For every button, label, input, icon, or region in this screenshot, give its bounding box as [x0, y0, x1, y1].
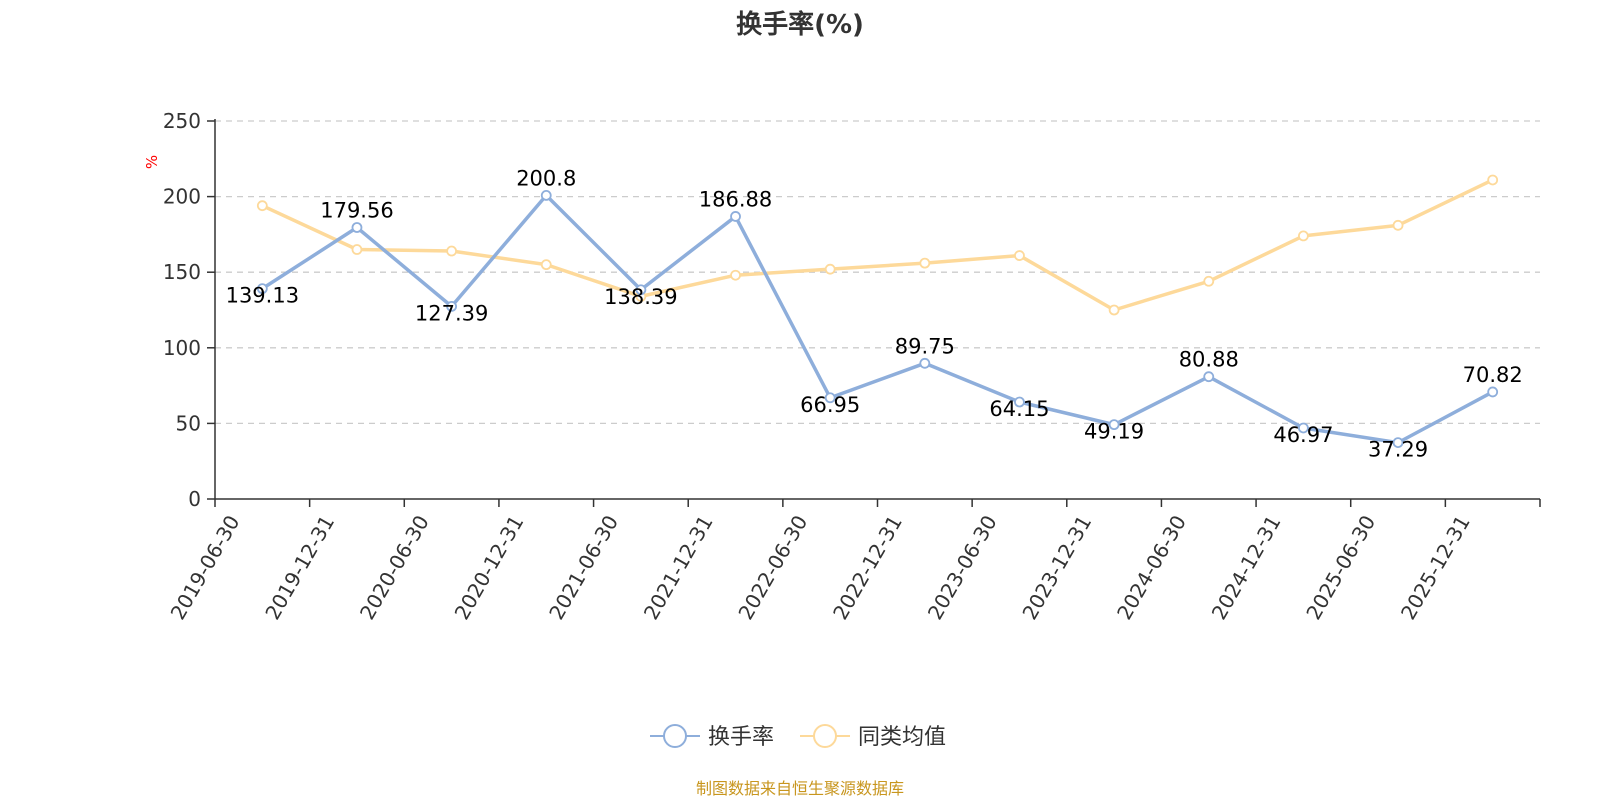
x-tick-label: 2024-12-31 — [1207, 511, 1286, 624]
x-tick-label: 2021-12-31 — [639, 511, 718, 624]
legend[interactable]: 换手率 同类均值 — [650, 724, 946, 750]
data-point-turnover[interactable] — [1108, 419, 1120, 431]
data-point-peer-average[interactable] — [540, 259, 552, 271]
data-label: 186.88 — [699, 187, 772, 211]
data-label: 139.13 — [226, 284, 299, 308]
data-point-peer-average[interactable] — [1297, 230, 1309, 242]
data-point-turnover[interactable] — [351, 222, 363, 233]
data-point-peer-average[interactable] — [1014, 250, 1025, 261]
x-tick-label: 2025-12-31 — [1396, 511, 1475, 624]
data-point-turnover[interactable] — [1392, 437, 1404, 449]
data-point-turnover[interactable] — [446, 300, 458, 312]
data-point-turnover[interactable] — [635, 284, 647, 296]
data-point-peer-average[interactable] — [1392, 219, 1404, 231]
x-tick-label: 2020-06-30 — [355, 511, 434, 624]
data-label: 89.75 — [895, 334, 955, 358]
legend-marker[interactable] — [813, 724, 837, 748]
x-tick-label: 2023-06-30 — [923, 511, 1002, 624]
y-tick-label: 150 — [163, 260, 201, 284]
y-tick-label: 50 — [176, 411, 201, 435]
data-point-peer-average[interactable] — [256, 200, 268, 212]
data-point-peer-average[interactable] — [824, 263, 836, 275]
data-label: 200.8 — [516, 166, 576, 190]
data-point-peer-average[interactable] — [1487, 174, 1499, 186]
data-point-turnover[interactable] — [919, 357, 931, 369]
data-point-peer-average[interactable] — [351, 244, 363, 255]
data-label: 49.19 — [1084, 420, 1144, 444]
x-tick-label: 2020-12-31 — [450, 511, 529, 624]
data-point-turnover[interactable] — [256, 283, 268, 295]
grid-lines — [215, 120, 1540, 425]
y-tick-label: 100 — [163, 336, 201, 360]
y-tick-label: 200 — [163, 185, 201, 209]
data-point-peer-average[interactable] — [730, 269, 741, 281]
data-point-turnover[interactable] — [1014, 396, 1025, 408]
chart-title: 换手率(%) — [736, 9, 864, 40]
data-label: 64.15 — [989, 397, 1049, 421]
data-point-turnover[interactable] — [824, 392, 836, 404]
x-tick-label: 2025-06-30 — [1301, 511, 1380, 624]
data-label: 80.88 — [1179, 348, 1239, 372]
data-label: 66.95 — [800, 393, 860, 417]
x-tick-label: 2021-06-30 — [544, 511, 623, 624]
data-point-turnover[interactable] — [1203, 371, 1215, 383]
legend-label-turnover[interactable]: 换手率 — [708, 725, 774, 750]
source-note: 制图数据来自恒生聚源数据库 — [696, 779, 904, 798]
y-axis-unit-label: % — [143, 155, 161, 169]
data-point-turnover[interactable] — [1297, 422, 1309, 434]
data-point-turnover[interactable] — [540, 189, 552, 201]
data-point-turnover[interactable] — [730, 211, 741, 222]
data-label: 138.39 — [604, 285, 677, 309]
data-point-peer-average[interactable] — [1108, 304, 1120, 316]
x-tick-label: 2022-06-30 — [733, 511, 812, 624]
data-label: 179.56 — [320, 199, 393, 223]
y-tick-label: 0 — [188, 487, 201, 511]
y-tick-label: 250 — [163, 109, 201, 133]
data-label: 127.39 — [415, 301, 488, 325]
x-tick-label: 2022-12-31 — [828, 511, 907, 624]
data-label: 37.29 — [1368, 438, 1428, 462]
data-label: 70.82 — [1463, 363, 1523, 387]
x-tick-label: 2024-06-30 — [1112, 511, 1191, 624]
series-line-peer-average — [261, 178, 1494, 312]
data-point-peer-average[interactable] — [1203, 275, 1215, 287]
series-line-turnover — [261, 193, 1494, 445]
series-layer — [256, 174, 1499, 449]
data-labels: 139.13 179.56 127.39 200.8 138.39 186.88 66.95… — [226, 166, 1523, 461]
legend-marker[interactable] — [663, 724, 687, 748]
legend-label-peer-average[interactable]: 同类均值 — [858, 725, 946, 750]
x-tick-label: 2023-12-31 — [1017, 511, 1096, 624]
x-tick-label: 2019-12-31 — [260, 511, 339, 624]
data-point-turnover[interactable] — [1487, 386, 1499, 398]
data-point-peer-average[interactable] — [919, 257, 931, 269]
x-tick-label: 2019-06-30 — [166, 511, 245, 624]
data-label: 46.97 — [1273, 423, 1333, 447]
data-point-peer-average[interactable] — [446, 245, 458, 257]
